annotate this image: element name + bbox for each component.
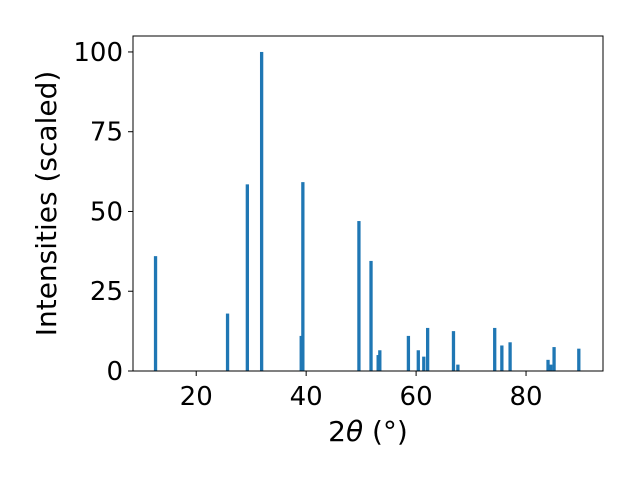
bar xyxy=(451,331,456,371)
plot-frame xyxy=(132,35,604,372)
y-tick-label: 75 xyxy=(90,118,123,148)
y-tick-label: 100 xyxy=(73,38,123,68)
y-tick-label: 50 xyxy=(90,197,123,227)
bar xyxy=(546,359,550,371)
y-axis-label: Intensities (scaled) xyxy=(30,71,63,337)
x-tick-label: 20 xyxy=(180,382,213,412)
bar xyxy=(456,364,460,371)
bar xyxy=(357,221,361,371)
bar xyxy=(425,327,430,371)
bar xyxy=(416,350,420,371)
bar xyxy=(549,364,553,371)
y-tick-label: 0 xyxy=(106,357,123,387)
x-tick-label: 40 xyxy=(290,382,323,412)
bar xyxy=(299,335,303,371)
x-tick-label: 80 xyxy=(509,382,542,412)
bar xyxy=(552,347,556,371)
bar xyxy=(493,327,497,371)
bars xyxy=(153,51,581,371)
bar xyxy=(225,313,230,371)
x-axis-label: 2θ (°) xyxy=(328,415,408,448)
y-tick-label: 25 xyxy=(90,277,123,307)
bar xyxy=(301,182,305,371)
bar xyxy=(153,256,158,371)
bar xyxy=(508,342,512,371)
bar xyxy=(406,335,411,371)
bar xyxy=(500,345,504,371)
bar xyxy=(259,51,264,371)
bar xyxy=(422,356,426,371)
x-tick-label: 60 xyxy=(400,382,433,412)
y-axis-ticks: 0 25 50 75 100 xyxy=(73,38,133,387)
bar xyxy=(245,184,249,371)
bar xyxy=(378,350,382,371)
bar xyxy=(369,260,373,371)
x-axis-ticks: 20 40 60 80 xyxy=(180,371,543,412)
bar xyxy=(577,348,581,371)
